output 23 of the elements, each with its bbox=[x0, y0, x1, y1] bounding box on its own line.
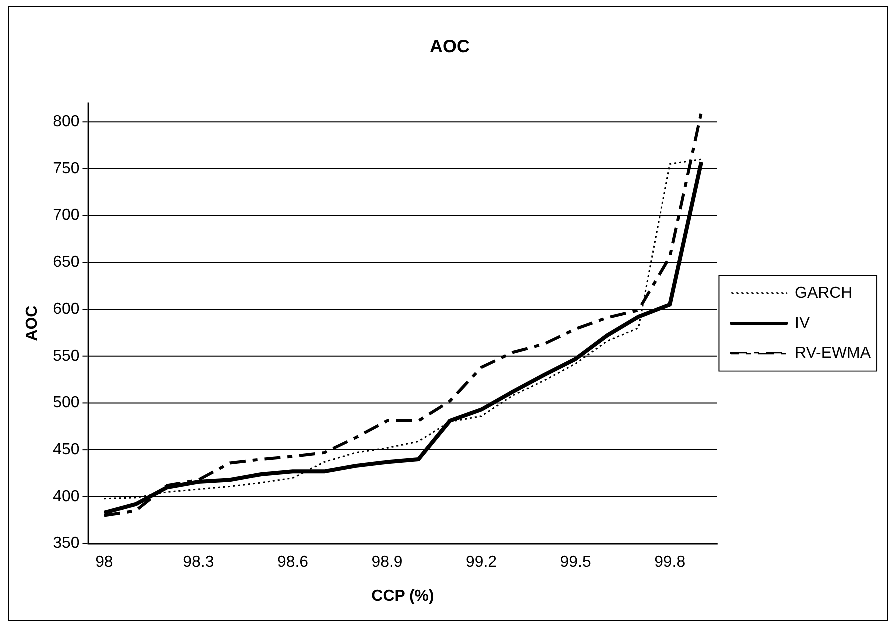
legend-label: IV bbox=[795, 314, 810, 332]
y-tick-label: 450 bbox=[53, 442, 80, 458]
y-tick-label: 550 bbox=[53, 348, 80, 365]
y-tick-label: 500 bbox=[53, 394, 80, 412]
legend-label: RV-EWMA bbox=[795, 344, 872, 362]
y-axis-title: AOC bbox=[24, 305, 41, 342]
x-tick-label: 99.2 bbox=[466, 554, 498, 571]
y-tick-label: 750 bbox=[53, 160, 80, 178]
x-tick-label: 98 bbox=[96, 554, 114, 571]
y-tick-label: 600 bbox=[53, 300, 80, 318]
x-axis-title: CCP (%) bbox=[372, 588, 434, 605]
x-tick-label: 99.8 bbox=[654, 554, 686, 571]
chart-title: AOC bbox=[430, 36, 470, 57]
legend-label: GARCH bbox=[795, 284, 853, 302]
y-tick-label: 350 bbox=[53, 535, 80, 552]
y-tick-label: 800 bbox=[53, 113, 80, 130]
x-tick-label: 98.6 bbox=[277, 554, 309, 571]
x-tick-label: 98.3 bbox=[183, 554, 214, 571]
y-tick-label: 400 bbox=[53, 488, 80, 506]
y-tick-label: 700 bbox=[53, 207, 80, 224]
x-tick-label: 99.5 bbox=[560, 554, 592, 571]
y-tick-label: 650 bbox=[53, 254, 80, 272]
x-tick-label: 98.9 bbox=[372, 554, 403, 571]
